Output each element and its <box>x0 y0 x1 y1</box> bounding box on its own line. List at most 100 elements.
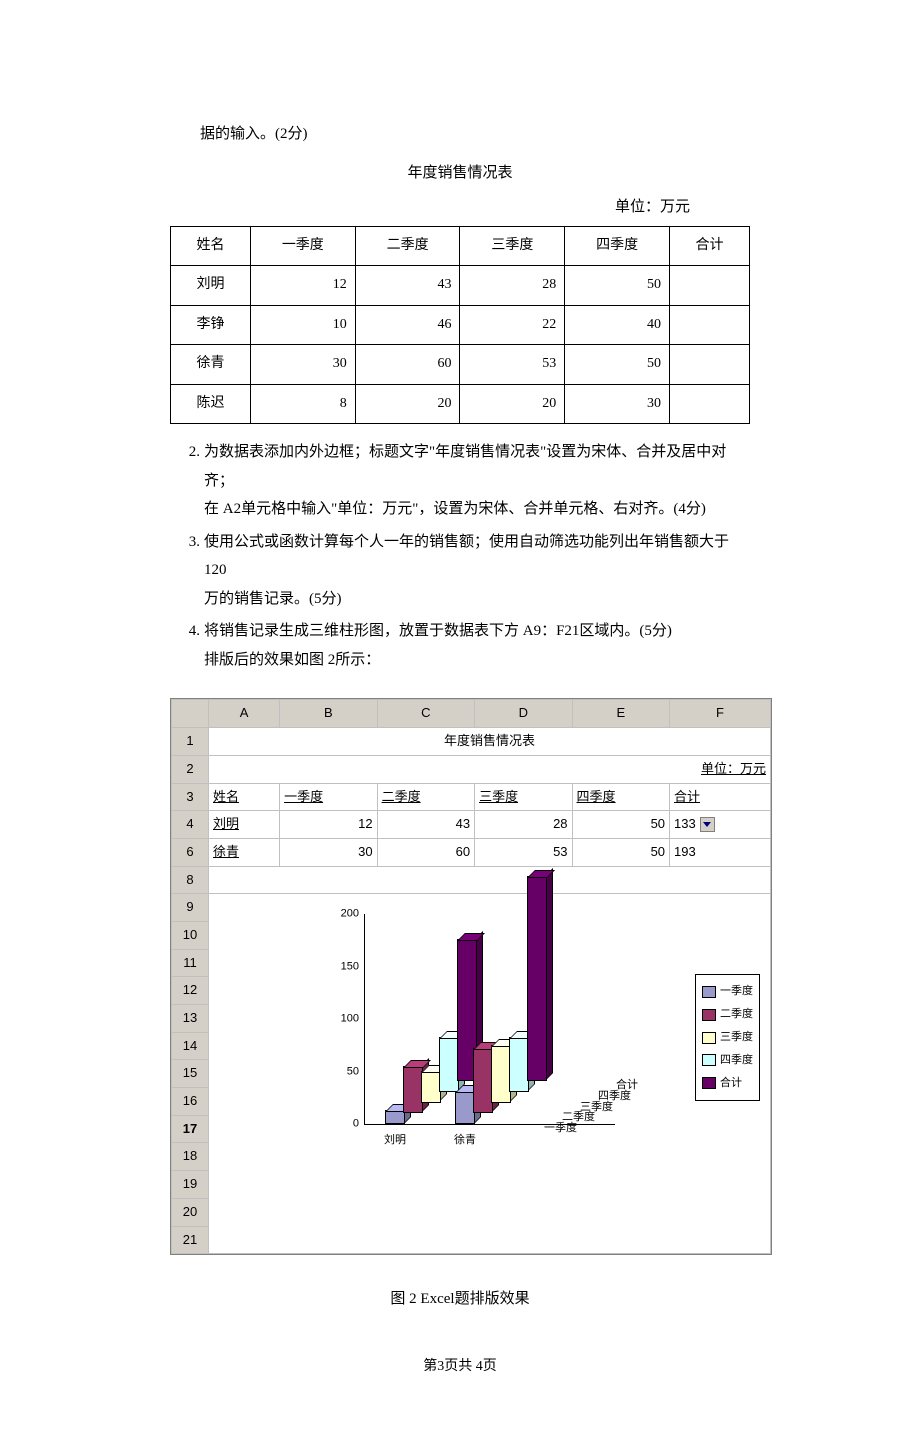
excel-header-cell: 四季度 <box>572 783 669 811</box>
cell-sum <box>670 384 750 424</box>
cell-q1: 10 <box>250 305 355 345</box>
excel-cell: 193 <box>670 838 771 866</box>
row-header: 9 <box>172 894 209 922</box>
excel-cell: 30 <box>280 838 377 866</box>
x-category-label: 刘明 <box>384 1130 406 1151</box>
col-q4: 四季度 <box>565 226 670 266</box>
excel-cell: 12 <box>280 811 377 839</box>
col-q3: 三季度 <box>460 226 565 266</box>
excel-header-cell: 三季度 <box>475 783 572 811</box>
excel-cell: 刘明 <box>209 811 280 839</box>
cell-q2: 20 <box>355 384 460 424</box>
cell-name: 刘明 <box>171 266 251 306</box>
legend-item: 三季度 <box>702 1027 753 1048</box>
question-2: 2. 为数据表添加内外边框；标题文字"年度销售情况表"设置为宋体、合并及居中对齐… <box>170 438 750 524</box>
col-header: B <box>280 700 377 728</box>
excel-unit-cell: 单位：万元 <box>209 755 771 783</box>
row-header: 20 <box>172 1198 209 1226</box>
legend-item: 四季度 <box>702 1050 753 1071</box>
page-number: 第3页共 4页 <box>170 1354 750 1381</box>
cell-q2: 46 <box>355 305 460 345</box>
excel-cell: 徐青 <box>209 838 280 866</box>
cell-name: 徐青 <box>171 345 251 385</box>
legend-item: 一季度 <box>702 981 753 1002</box>
col-q1: 一季度 <box>250 226 355 266</box>
row-header: 17 <box>172 1115 209 1143</box>
row-header: 10 <box>172 921 209 949</box>
cell-q3: 28 <box>460 266 565 306</box>
cell-q3: 53 <box>460 345 565 385</box>
excel-blank-cell <box>209 866 771 894</box>
row-header: 3 <box>172 783 209 811</box>
cell-q4: 30 <box>565 384 670 424</box>
q2-line2: 在 A2单元格中输入"单位：万元"，设置为宋体、合并单元格、右对齐。(4分) <box>204 495 750 524</box>
cell-q1: 12 <box>250 266 355 306</box>
row-header: 12 <box>172 977 209 1005</box>
row-header: 14 <box>172 1032 209 1060</box>
col-header: A <box>209 700 280 728</box>
row-header: 4 <box>172 811 209 839</box>
cell-q3: 20 <box>460 384 565 424</box>
col-sum: 合计 <box>670 226 750 266</box>
cell-q2: 60 <box>355 345 460 385</box>
col-name: 姓名 <box>171 226 251 266</box>
excel-cell: 60 <box>377 838 474 866</box>
cell-q2: 43 <box>355 266 460 306</box>
q3-line1: 使用公式或函数计算每个人一年的销售额；使用自动筛选功能列出年销售额大于 120 <box>204 528 750 585</box>
cell-q4: 50 <box>565 266 670 306</box>
row-header: 2 <box>172 755 209 783</box>
cell-q4: 50 <box>565 345 670 385</box>
intro-line: 据的输入。(2分) <box>170 120 750 149</box>
excel-cell: 53 <box>475 838 572 866</box>
chart-legend: 一季度二季度三季度四季度合计 <box>695 974 760 1100</box>
cell-sum <box>670 305 750 345</box>
excel-cell: 50 <box>572 811 669 839</box>
excel-header-cell: 合计 <box>670 783 771 811</box>
unit-label: 单位：万元 <box>170 193 750 222</box>
row-header: 16 <box>172 1088 209 1116</box>
row-header: 11 <box>172 949 209 977</box>
row-header: 18 <box>172 1143 209 1171</box>
row-header: 15 <box>172 1060 209 1088</box>
cell-q4: 40 <box>565 305 670 345</box>
table-row: 李铮10462240 <box>171 305 750 345</box>
excel-header-cell: 二季度 <box>377 783 474 811</box>
q4-line2: 排版后的效果如图 2所示： <box>204 646 750 675</box>
cell-sum <box>670 266 750 306</box>
row-header: 13 <box>172 1005 209 1033</box>
cell-q3: 22 <box>460 305 565 345</box>
col-header: E <box>572 700 669 728</box>
row-header: 19 <box>172 1171 209 1199</box>
cell-name: 李铮 <box>171 305 251 345</box>
cell-sum <box>670 345 750 385</box>
depth-series-label: 合计 <box>616 1075 638 1096</box>
q3-line2: 万的销售记录。(5分) <box>204 585 750 614</box>
cell-q1: 8 <box>250 384 355 424</box>
table-title: 年度销售情况表 <box>170 159 750 188</box>
table-row: 徐青30605350 <box>171 345 750 385</box>
col-header: C <box>377 700 474 728</box>
col-header: D <box>475 700 572 728</box>
legend-item: 二季度 <box>702 1004 753 1025</box>
cell-name: 陈迟 <box>171 384 251 424</box>
q4-line1: 将销售记录生成三维柱形图，放置于数据表下方 A9：F21区域内。(5分) <box>204 617 750 646</box>
chart-area: 050100150200刘明徐青一季度二季度三季度四季度合计一季度二季度三季度四… <box>209 894 771 1254</box>
col-header: F <box>670 700 771 728</box>
cell-q1: 30 <box>250 345 355 385</box>
sales-data-table: 姓名 一季度 二季度 三季度 四季度 合计 刘明12432850李铮104622… <box>170 226 750 425</box>
question-3: 3. 使用公式或函数计算每个人一年的销售额；使用自动筛选功能列出年销售额大于 1… <box>170 528 750 614</box>
row-header: 1 <box>172 728 209 756</box>
excel-cell: 28 <box>475 811 572 839</box>
excel-header-cell: 姓名 <box>209 783 280 811</box>
table-row: 陈迟8202030 <box>171 384 750 424</box>
filter-dropdown-icon[interactable] <box>700 817 715 832</box>
x-category-label: 徐青 <box>454 1130 476 1151</box>
col-q2: 二季度 <box>355 226 460 266</box>
figure-caption: 图 2 Excel题排版效果 <box>170 1285 750 1314</box>
question-4: 4. 将销售记录生成三维柱形图，放置于数据表下方 A9：F21区域内。(5分) … <box>170 617 750 674</box>
row-header: 21 <box>172 1226 209 1254</box>
excel-cell: 43 <box>377 811 474 839</box>
excel-title-cell: 年度销售情况表 <box>209 728 771 756</box>
row-header: 6 <box>172 838 209 866</box>
table-row: 刘明12432850 <box>171 266 750 306</box>
